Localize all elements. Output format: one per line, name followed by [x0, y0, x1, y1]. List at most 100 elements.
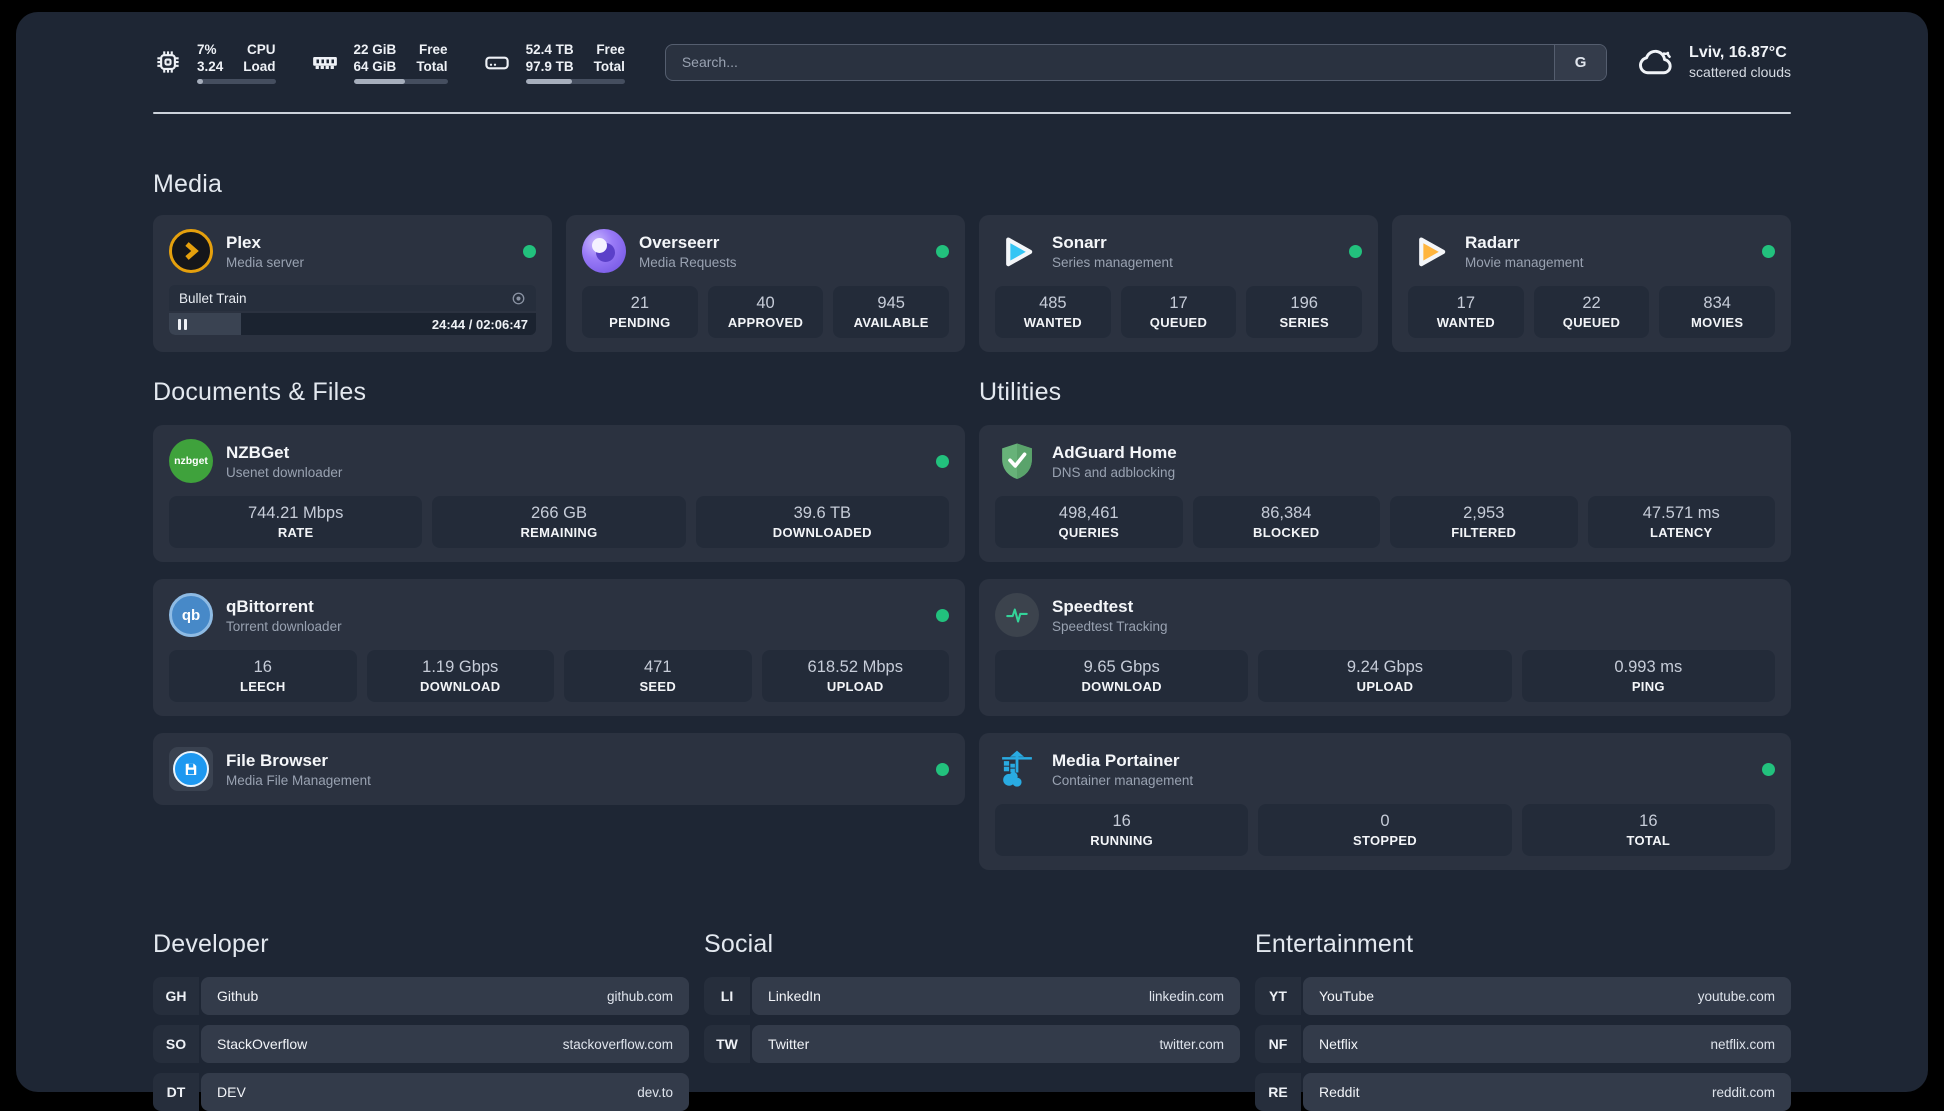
status-dot: [1762, 762, 1775, 776]
app-desc: Media server: [226, 254, 305, 270]
link-youtube[interactable]: YT YouTube youtube.com: [1255, 977, 1791, 1015]
stat-available: 945 AVAILABLE: [833, 286, 950, 338]
ram-icon: [312, 57, 337, 69]
dashboard-app: 7% 3.24 CPU Load: [16, 12, 1928, 1111]
app-name: Speedtest: [1052, 596, 1134, 616]
app-card-filebrowser[interactable]: File Browser Media File Management: [153, 733, 965, 805]
overseerr-icon: [582, 229, 626, 273]
link-tag: SO: [153, 1025, 199, 1063]
app-name: Sonarr: [1052, 232, 1107, 252]
session-info-icon: [512, 292, 525, 304]
link-url: linkedin.com: [1148, 988, 1224, 1004]
link-tag: GH: [153, 977, 199, 1015]
app-card-portainer[interactable]: Media Portainer Container management 16 R…: [979, 733, 1791, 870]
app-name: Overseerr: [639, 232, 720, 252]
radarr-icon: [1408, 229, 1452, 273]
section-utilities: Utilities AdGuard Home: [979, 378, 1791, 870]
link-url: github.com: [606, 988, 673, 1004]
link-url: reddit.com: [1711, 1084, 1775, 1100]
search-engine-button[interactable]: G: [1554, 44, 1607, 80]
stat-filtered: 2,953 FILTERED: [1390, 496, 1578, 548]
app-card-radarr[interactable]: Radarr Movie management 17 WANTED 22 QUEUE…: [1392, 215, 1791, 352]
link-github[interactable]: GH Github github.com: [153, 977, 689, 1015]
link-url: dev.to: [637, 1084, 673, 1100]
adguard-icon: [995, 439, 1039, 483]
disk-total-label: Total: [593, 58, 625, 74]
app-desc: Series management: [1052, 254, 1173, 270]
cpu-value-load: 3.24: [197, 58, 224, 74]
app-card-overseerr[interactable]: Overseerr Media Requests 21 PENDING 40 APP…: [566, 215, 965, 352]
ram-progress-bar: [353, 78, 448, 84]
sonarr-icon: [995, 229, 1039, 273]
header: 7% 3.24 CPU Load: [153, 38, 1791, 86]
stat-upload: 618.52 Mbps UPLOAD: [761, 650, 949, 702]
filebrowser-icon: [169, 747, 213, 791]
app-card-sonarr[interactable]: Sonarr Series management 485 WANTED 17 QUE…: [979, 215, 1378, 352]
ram-free-label: Free: [419, 41, 448, 57]
ram-free-value: 22 GiB: [353, 41, 397, 57]
status-dot: [936, 608, 949, 622]
section-documents: Documents & Files nzbget NZBGet Usenet d…: [153, 378, 965, 870]
pause-icon: [178, 318, 187, 330]
disk-total-value: 97.9 TB: [525, 58, 574, 74]
app-card-nzbget[interactable]: nzbget NZBGet Usenet downloader 744.21 M…: [153, 425, 965, 562]
plex-icon: [169, 229, 213, 273]
app-desc: Container management: [1052, 772, 1194, 788]
stat-leech: 16 LEECH: [169, 650, 357, 702]
stat-running: 16 RUNNING: [995, 804, 1249, 856]
cpu-progress-bar: [197, 78, 276, 84]
link-twitter[interactable]: TW Twitter twitter.com: [704, 1025, 1240, 1063]
status-dot: [936, 454, 949, 468]
cloud-icon: [1639, 49, 1672, 75]
stat-movies: 834 MOVIES: [1659, 286, 1776, 338]
stat-wanted: 485 WANTED: [995, 286, 1111, 338]
ram-stat: 22 GiB 64 GiB Free Total: [310, 41, 448, 84]
link-netflix[interactable]: NF Netflix netflix.com: [1255, 1025, 1791, 1063]
stat-latency: 47.571 ms LATENCY: [1587, 496, 1775, 548]
stat-approved: 40 APPROVED: [707, 286, 824, 338]
stat-series: 196 SERIES: [1246, 286, 1363, 338]
cpu-label: CPU: [247, 41, 276, 57]
stat-queries: 498,461 QUERIES: [995, 496, 1183, 548]
stat-wanted: 17 WANTED: [1408, 286, 1524, 338]
status-dot: [1762, 244, 1775, 258]
status-dot: [523, 244, 536, 258]
weather-widget: Lviv, 16.87°C scattered clouds: [1637, 43, 1791, 81]
app-name: AdGuard Home: [1052, 442, 1177, 462]
search-input[interactable]: [665, 44, 1555, 80]
status-dot: [936, 244, 949, 258]
app-card-adguard[interactable]: AdGuard Home DNS and adblocking 498,461 Q…: [979, 425, 1791, 562]
stat-upload: 9.24 Gbps UPLOAD: [1258, 650, 1512, 702]
link-name: Reddit: [1319, 1084, 1360, 1100]
link-name: Netflix: [1319, 1036, 1358, 1052]
link-name: Github: [217, 988, 259, 1004]
link-tag: YT: [1255, 977, 1301, 1015]
link-dev[interactable]: DT DEV dev.to: [153, 1073, 689, 1111]
app-card-plex[interactable]: Plex Media server Bullet Train: [153, 215, 552, 352]
link-name: LinkedIn: [768, 988, 821, 1004]
disk-free-value: 52.4 TB: [525, 41, 574, 57]
section-developer: Developer GH Github github.com SO StackO…: [153, 930, 689, 1111]
app-name: qBittorrent: [226, 596, 314, 616]
app-desc: Torrent downloader: [226, 618, 342, 634]
app-desc: Movie management: [1465, 254, 1584, 270]
stat-seed: 471 SEED: [564, 650, 752, 702]
qbittorrent-icon: qb: [169, 593, 213, 637]
link-linkedin[interactable]: LI LinkedIn linkedin.com: [704, 977, 1240, 1015]
app-card-qbittorrent[interactable]: qb qBittorrent Torrent downloader 16 LEEC…: [153, 579, 965, 716]
link-url: netflix.com: [1710, 1036, 1775, 1052]
app-card-speedtest[interactable]: Speedtest Speedtest Tracking 9.65 Gbps DO…: [979, 579, 1791, 716]
link-url: twitter.com: [1159, 1036, 1224, 1052]
link-stackoverflow[interactable]: SO StackOverflow stackoverflow.com: [153, 1025, 689, 1063]
section-title-utilities: Utilities: [979, 378, 1062, 406]
app-name: NZBGet: [226, 442, 290, 462]
link-reddit[interactable]: RE Reddit reddit.com: [1255, 1073, 1791, 1111]
disk-free-label: Free: [596, 41, 625, 57]
app-name: Media Portainer: [1052, 750, 1180, 770]
stat-download: 1.19 Gbps DOWNLOAD: [366, 650, 554, 702]
stat-total: 16 TOTAL: [1521, 804, 1775, 856]
status-dot: [936, 762, 949, 776]
link-name: Twitter: [768, 1036, 810, 1052]
app-desc: Usenet downloader: [226, 464, 343, 480]
speedtest-icon: [995, 593, 1039, 637]
